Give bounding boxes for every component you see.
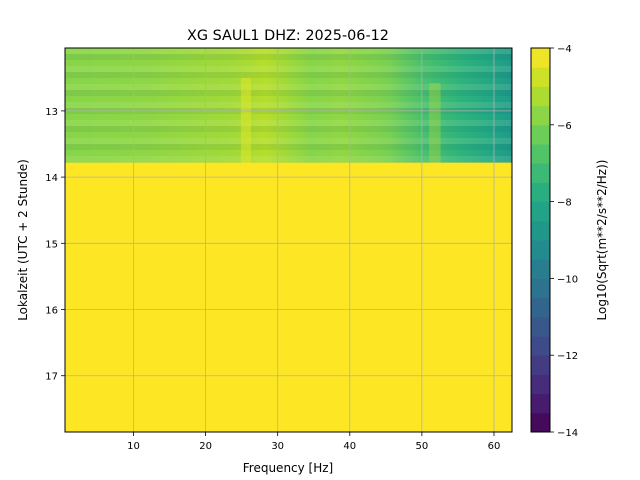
stripe-row bbox=[65, 78, 512, 84]
x-tick-label: 60 bbox=[488, 441, 501, 452]
colorbar-level bbox=[531, 259, 550, 279]
stripe-row bbox=[65, 60, 512, 66]
x-axis-ticks: 10 20 30 40 50 60 bbox=[127, 432, 500, 452]
colorbar-level bbox=[531, 220, 550, 241]
stripe-row bbox=[65, 90, 512, 96]
stripe-row bbox=[65, 126, 512, 132]
colorbar-level bbox=[531, 240, 550, 260]
stripe-row bbox=[65, 156, 512, 162]
no-data-region bbox=[65, 162, 512, 432]
colorbar-level bbox=[531, 144, 550, 164]
colorbar-tick-label: −4 bbox=[557, 44, 572, 55]
colorbar-level bbox=[531, 297, 550, 318]
stripe-row bbox=[65, 162, 512, 163]
colorbar-level bbox=[531, 355, 550, 375]
colorbar-tick-label: −12 bbox=[557, 351, 578, 362]
x-tick-label: 30 bbox=[271, 441, 284, 452]
colorbar-level bbox=[531, 163, 550, 183]
x-tick-label: 40 bbox=[343, 441, 356, 452]
colorbar-level bbox=[531, 412, 550, 433]
y-tick-label: 16 bbox=[45, 306, 58, 317]
colorbar-level bbox=[531, 278, 550, 299]
grid-lines bbox=[65, 48, 512, 432]
spike-25hz bbox=[240, 78, 252, 163]
x-tick-label: 50 bbox=[416, 441, 429, 452]
colorbar-level bbox=[531, 105, 550, 126]
stripe-row bbox=[65, 72, 512, 78]
colorbar-tick-label: −10 bbox=[557, 274, 578, 285]
colorbar-tick-label: −6 bbox=[557, 121, 572, 132]
stripe-row bbox=[65, 66, 512, 72]
stripe-row bbox=[65, 84, 512, 90]
colorbar-level bbox=[531, 67, 550, 87]
colorbar bbox=[531, 48, 550, 433]
stripe-row bbox=[65, 144, 512, 150]
frequency-spikes bbox=[240, 78, 441, 163]
colorbar-tick-label: −8 bbox=[557, 198, 572, 209]
stripe-row bbox=[65, 138, 512, 144]
x-axis-label: Frequency [Hz] bbox=[243, 461, 334, 475]
stripe-row bbox=[65, 48, 512, 54]
colorbar-ticks: −4 −6 −8 −10 −12 −14 bbox=[550, 44, 578, 439]
y-tick-label: 17 bbox=[45, 372, 58, 383]
y-axis-label: Lokalzeit (UTC + 2 Stunde) bbox=[16, 159, 30, 321]
colorbar-level bbox=[531, 336, 550, 356]
colorbar-frame bbox=[530, 47, 551, 433]
measured-band bbox=[65, 48, 512, 163]
colorbar-level bbox=[531, 316, 550, 337]
colorbar-level bbox=[531, 48, 550, 68]
stripe-row bbox=[65, 114, 512, 120]
stripe-row bbox=[65, 120, 512, 126]
time-row-stripes bbox=[65, 48, 512, 163]
colorbar-tick-label: −14 bbox=[557, 428, 578, 439]
y-tick-label: 14 bbox=[45, 173, 58, 184]
stripe-row bbox=[65, 102, 512, 108]
colorbar-level bbox=[531, 86, 550, 107]
colorbar-level bbox=[531, 201, 550, 222]
colorbar-level bbox=[531, 374, 550, 395]
stripe-row bbox=[65, 54, 512, 60]
colorbar-level bbox=[531, 182, 550, 203]
x-tick-label: 10 bbox=[127, 441, 140, 452]
stripe-row bbox=[65, 132, 512, 138]
y-tick-label: 13 bbox=[45, 107, 58, 118]
x-tick-label: 20 bbox=[199, 441, 212, 452]
plot-area bbox=[65, 48, 512, 432]
colorbar-level bbox=[531, 393, 550, 414]
chart-title: XG SAUL1 DHZ: 2025-06-12 bbox=[187, 28, 389, 44]
spike-51hz bbox=[429, 83, 441, 163]
stripe-row bbox=[65, 150, 512, 156]
colorbar-level bbox=[531, 124, 550, 145]
stripe-row bbox=[65, 96, 512, 102]
y-tick-label: 15 bbox=[45, 239, 58, 250]
plot-frame bbox=[64, 47, 513, 433]
y-axis-ticks: 13 14 15 16 17 bbox=[45, 107, 65, 383]
colorbar-label: Log10(Sqrt(m**2/s**2/Hz)) bbox=[595, 160, 609, 321]
